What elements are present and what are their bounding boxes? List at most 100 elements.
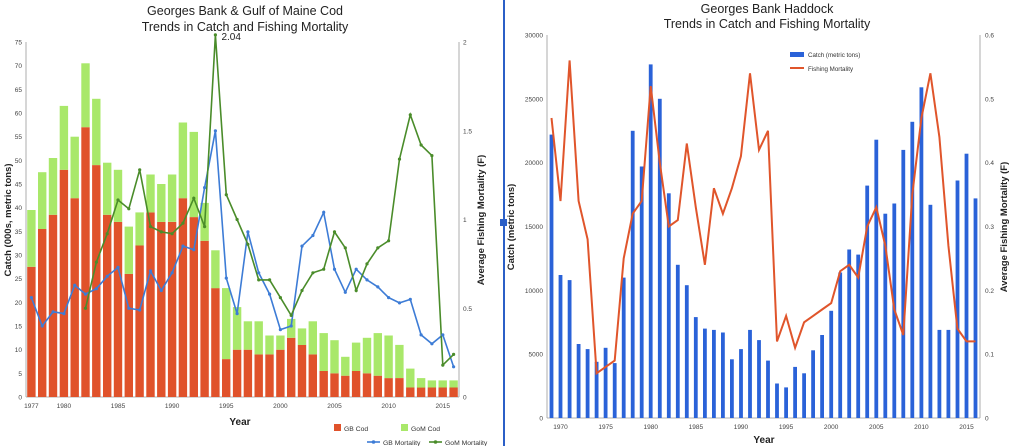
point-gb-mortality (51, 310, 55, 314)
bar-haddock-catch (874, 139, 879, 418)
bar-haddock-catch (621, 277, 626, 418)
point-gom-mortality (148, 225, 153, 229)
bar-haddock-catch (630, 130, 635, 419)
bar-haddock-catch (838, 272, 843, 418)
bar-gb-cod (330, 373, 339, 397)
y2-tick-label: 0.5 (463, 306, 472, 313)
point-gb-mortality (354, 267, 358, 271)
bar-gom-cod (27, 210, 36, 267)
bar-gb-cod (373, 375, 382, 397)
point-gb-mortality (376, 285, 380, 289)
point-gb-mortality (181, 244, 185, 248)
point-gom-mortality (181, 221, 185, 225)
point-gom-mortality (397, 157, 402, 161)
bar-haddock-catch (766, 360, 770, 418)
bar-gom-cod (232, 307, 242, 350)
bar-haddock-catch (603, 347, 608, 418)
bar-haddock-catch (955, 180, 960, 418)
y-tick-label: 70 (15, 63, 23, 70)
bar-haddock-catch (558, 275, 563, 418)
bar-gb-cod (297, 344, 307, 397)
bar-gom-cod (406, 368, 415, 388)
bar-gb-cod (308, 354, 317, 397)
bar-gom-cod (319, 333, 328, 371)
legend-marker-gom-mortality (433, 440, 438, 444)
point-gb-mortality (159, 288, 163, 293)
y-tick-label: 55 (15, 134, 23, 141)
legend-label-gom-mortality: GoM Mortality (445, 440, 488, 446)
point-gb-mortality (127, 306, 131, 310)
bar-gom-cod (362, 337, 372, 374)
bar-haddock-catch (721, 332, 725, 418)
y-tick-label: 60 (15, 111, 23, 118)
bar-gb-cod (449, 387, 458, 397)
point-gb-mortality (311, 233, 315, 238)
bar-gb-cod (167, 221, 177, 397)
bar-haddock-catch (964, 153, 969, 418)
bar-gb-cod (395, 378, 404, 397)
bar-gb-cod (200, 240, 209, 397)
bar-haddock-catch (648, 64, 653, 419)
y-axis-title: Catch (000s, metric tons) (3, 164, 14, 277)
bar-gom-cod (222, 288, 231, 360)
bar-haddock-catch (820, 335, 824, 418)
bar-gb-cod (265, 354, 274, 397)
point-gb-mortality (430, 342, 434, 346)
bar-gom-cod (254, 321, 263, 355)
point-gom-mortality (159, 230, 163, 234)
chart-subtitle: Trends in Catch and Fishing Mortality (664, 17, 871, 31)
x-tick-label: 1970 (553, 424, 568, 431)
bar-haddock-catch (576, 344, 581, 418)
y2-axis-title: Average Fishing Mortality (F) (999, 162, 1010, 293)
y-tick-label: 35 (15, 229, 23, 236)
bar-gom-cod (384, 335, 393, 379)
bar-gb-cod (135, 245, 144, 397)
x-tick-label: 1985 (689, 424, 704, 431)
x-tick-label: 1995 (219, 403, 234, 410)
bar-haddock-catch (675, 264, 680, 418)
bar-gom-cod (103, 162, 112, 215)
bar-haddock-catch (639, 166, 644, 418)
point-gom-mortality (365, 262, 369, 266)
x-tick-label: 1975 (598, 424, 613, 431)
point-gb-mortality (138, 308, 142, 312)
point-gb-mortality (29, 296, 33, 300)
x-tick-label: 2015 (959, 424, 974, 431)
bar-gb-cod (351, 371, 361, 397)
y-tick-label: 40 (15, 205, 23, 212)
y2-tick-label: 1 (463, 217, 467, 224)
bar-gb-cod (341, 375, 350, 397)
x-tick-label: 1980 (644, 424, 659, 431)
point-gom-mortality (192, 196, 196, 200)
bar-gom-cod (373, 333, 382, 376)
point-gb-mortality (224, 276, 228, 280)
legend-label-catch: Catch (metric tons) (808, 52, 860, 59)
point-gom-mortality (289, 313, 293, 317)
bar-gom-cod (243, 321, 253, 350)
legend-swatch-catch (790, 52, 804, 57)
bar-haddock-catch (684, 285, 689, 418)
bar-haddock-catch (549, 134, 554, 418)
bar-haddock-catch (703, 328, 707, 418)
y-tick-label: 25 (15, 276, 23, 283)
bar-gb-cod (287, 337, 296, 397)
point-gom-mortality (246, 242, 250, 246)
chart-title: Georges Bank & Gulf of Maine Cod (147, 4, 343, 18)
bar-gb-cod (416, 387, 426, 397)
bar-haddock-catch (612, 363, 617, 418)
x-tick-label: 1990 (734, 424, 749, 431)
bar-gb-cod (406, 387, 415, 397)
legend-label-gom-cod: GoM Cod (411, 426, 440, 433)
point-gom-mortality (430, 154, 434, 158)
bar-gb-cod (92, 165, 101, 397)
point-gom-mortality (332, 230, 337, 234)
point-gom-mortality (322, 267, 326, 271)
point-gom-mortality (452, 352, 456, 356)
bar-gb-cod (81, 127, 90, 397)
bar-gom-cod (330, 340, 339, 374)
bar-gom-cod (276, 335, 285, 350)
point-gom-mortality (83, 306, 88, 310)
point-gb-mortality (343, 290, 347, 294)
y-tick-label: 25000 (525, 96, 543, 103)
